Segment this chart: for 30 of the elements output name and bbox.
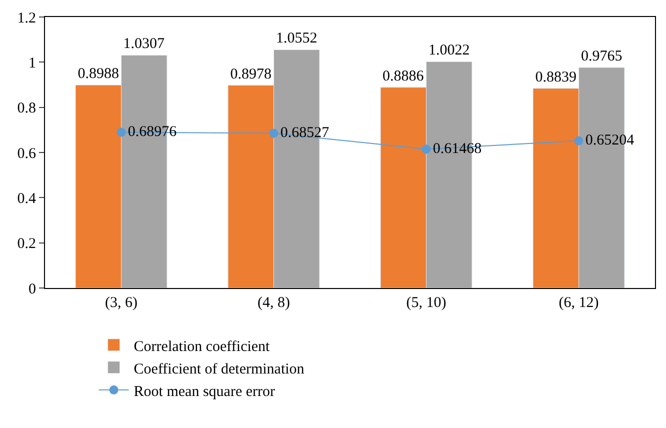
data-label: 0.9765 <box>581 48 622 64</box>
y-tick-label: 0.6 <box>17 146 36 162</box>
x-tick-label: (3, 6) <box>105 295 138 311</box>
y-tick-label: 0.4 <box>17 190 36 207</box>
data-label: 0.8839 <box>535 69 576 86</box>
y-tick-label: 1 <box>28 55 36 72</box>
data-label: 1.0552 <box>276 30 318 47</box>
x-tick-label: (6, 12) <box>558 295 599 311</box>
data-label: 0.8988 <box>78 66 119 82</box>
data-label: 0.61468 <box>432 140 482 157</box>
x-tick-label: (5, 10) <box>406 295 446 311</box>
x-tick-label: (4, 8) <box>258 295 290 311</box>
legend-label: Coefficient of determination <box>134 361 305 378</box>
legend-label: Root mean square error <box>134 384 276 400</box>
y-tick-label: 0.2 <box>17 236 36 252</box>
legend-label: Correlation coefficient <box>134 338 271 355</box>
y-tick-label: 0 <box>28 281 36 298</box>
point <box>422 144 431 154</box>
point <box>116 128 126 137</box>
y-tick-label: 0.8 <box>17 100 36 117</box>
data-label: 1.0307 <box>123 36 165 52</box>
data-label: 1.0022 <box>428 42 470 59</box>
y-tick-label: 1.2 <box>17 10 36 26</box>
point <box>269 128 278 138</box>
point <box>574 136 584 146</box>
data-label: 0.68527 <box>280 124 330 141</box>
data-label: 0.65204 <box>585 132 635 148</box>
data-label: 0.8978 <box>230 66 272 82</box>
data-label: 0.68976 <box>128 124 178 140</box>
data-label: 0.8886 <box>382 68 424 84</box>
